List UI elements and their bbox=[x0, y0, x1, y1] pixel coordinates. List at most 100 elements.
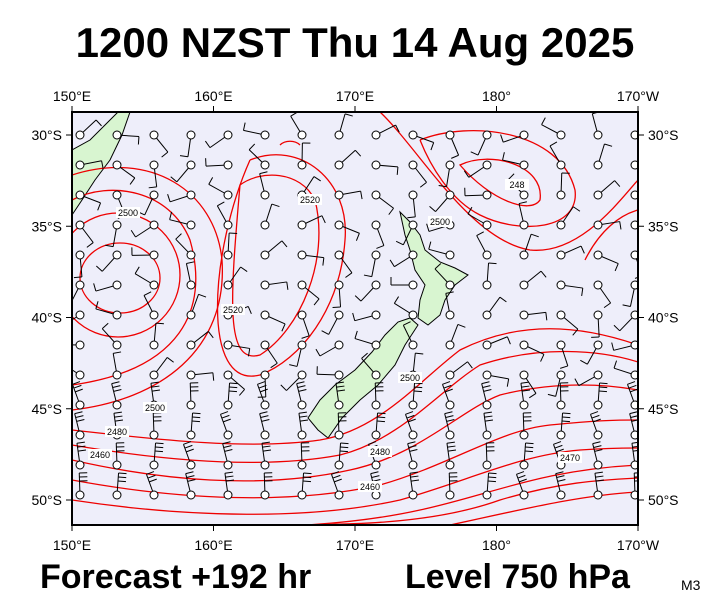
barb-flag bbox=[167, 194, 171, 202]
barb-flag bbox=[613, 324, 621, 332]
barb-flag bbox=[467, 361, 473, 369]
barb-flag bbox=[631, 441, 638, 444]
barb-flag bbox=[395, 240, 404, 246]
station bbox=[334, 370, 344, 380]
barb-flag bbox=[429, 205, 436, 212]
station bbox=[556, 340, 566, 350]
station bbox=[593, 310, 603, 320]
barb-flag bbox=[430, 142, 435, 151]
station bbox=[482, 460, 492, 470]
contour-label-box bbox=[505, 179, 529, 190]
barb-flag bbox=[271, 203, 280, 208]
barb-flag bbox=[354, 330, 358, 339]
barb-flag bbox=[557, 478, 566, 482]
barb-flag bbox=[361, 352, 368, 359]
station bbox=[149, 340, 159, 350]
station bbox=[223, 340, 233, 350]
station bbox=[408, 220, 418, 230]
station bbox=[223, 490, 233, 500]
station bbox=[223, 250, 233, 260]
barb-flag bbox=[334, 478, 342, 483]
barb-flag bbox=[553, 441, 562, 445]
contour-label: 248 bbox=[509, 180, 524, 190]
barb-flag bbox=[593, 445, 602, 449]
lon-label: 160°E bbox=[194, 88, 232, 104]
station bbox=[519, 340, 529, 350]
barb-flag bbox=[560, 365, 568, 369]
barb-flag bbox=[483, 388, 492, 392]
station bbox=[482, 250, 492, 260]
station bbox=[630, 490, 638, 500]
barb-flag bbox=[580, 245, 585, 254]
barb-flag bbox=[604, 143, 613, 147]
barb-flag bbox=[184, 444, 193, 449]
station bbox=[371, 490, 381, 500]
station bbox=[519, 220, 529, 230]
barb-flag bbox=[388, 207, 394, 215]
barb-flag bbox=[322, 257, 325, 266]
contour-label: 2520 bbox=[223, 305, 243, 315]
station bbox=[297, 430, 307, 440]
barb-flag bbox=[301, 335, 310, 339]
station bbox=[334, 430, 344, 440]
barb-flag bbox=[655, 155, 659, 162]
wind-barbs bbox=[63, 112, 659, 500]
station bbox=[556, 430, 566, 440]
barb-flag bbox=[114, 419, 124, 422]
barb-flag bbox=[113, 388, 122, 392]
station bbox=[223, 190, 233, 200]
station bbox=[593, 280, 603, 290]
station bbox=[260, 460, 270, 470]
station bbox=[408, 340, 418, 350]
barb-flag bbox=[303, 476, 312, 479]
barb-flag bbox=[547, 393, 556, 397]
lat-label: 30°S bbox=[648, 127, 679, 143]
station bbox=[371, 160, 381, 170]
barb-flag bbox=[355, 233, 360, 241]
barb-flag bbox=[549, 141, 558, 147]
station bbox=[186, 490, 196, 500]
station bbox=[630, 460, 638, 470]
map-area bbox=[72, 112, 638, 525]
barb-flag bbox=[298, 411, 307, 414]
barb-flag bbox=[627, 381, 636, 385]
barb-flag bbox=[286, 281, 289, 290]
barb-flag bbox=[247, 306, 252, 314]
station bbox=[408, 460, 418, 470]
station bbox=[371, 460, 381, 470]
barb-flag bbox=[519, 478, 527, 483]
station bbox=[297, 490, 307, 500]
station bbox=[593, 340, 603, 350]
barb-flag bbox=[175, 233, 182, 240]
barb-flag bbox=[238, 389, 245, 396]
contour-labels: 2500 2520 2500 248 2520 2500 2480 2460 2500 2480 2… bbox=[88, 179, 582, 492]
barb-flag bbox=[63, 301, 70, 305]
barb-flag bbox=[554, 444, 563, 449]
station bbox=[112, 190, 122, 200]
contour-label-box bbox=[428, 216, 452, 227]
station bbox=[186, 190, 196, 200]
barb-flag bbox=[405, 411, 414, 415]
station bbox=[334, 280, 344, 290]
barb-flag bbox=[484, 415, 493, 418]
graticule-ticks: 150°E 150°E 160°E 160°E 170°E 170°E 180° 180° 17… bbox=[31, 88, 678, 553]
station bbox=[556, 310, 566, 320]
station bbox=[112, 160, 122, 170]
station bbox=[593, 460, 603, 470]
station bbox=[593, 220, 603, 230]
barb-flag bbox=[628, 384, 637, 389]
station bbox=[112, 370, 122, 380]
lat-label: 40°S bbox=[31, 310, 62, 326]
barb-flag bbox=[229, 386, 238, 389]
barb-flag bbox=[185, 471, 194, 475]
station bbox=[186, 160, 196, 170]
barb-flag bbox=[151, 385, 160, 388]
barb-flag bbox=[488, 262, 497, 265]
station bbox=[260, 250, 270, 260]
barb-flag bbox=[407, 216, 416, 219]
barb-flag bbox=[340, 442, 349, 445]
barb-flag bbox=[447, 449, 457, 452]
barb-flag bbox=[113, 351, 122, 354]
station bbox=[223, 220, 233, 230]
station bbox=[371, 400, 381, 410]
